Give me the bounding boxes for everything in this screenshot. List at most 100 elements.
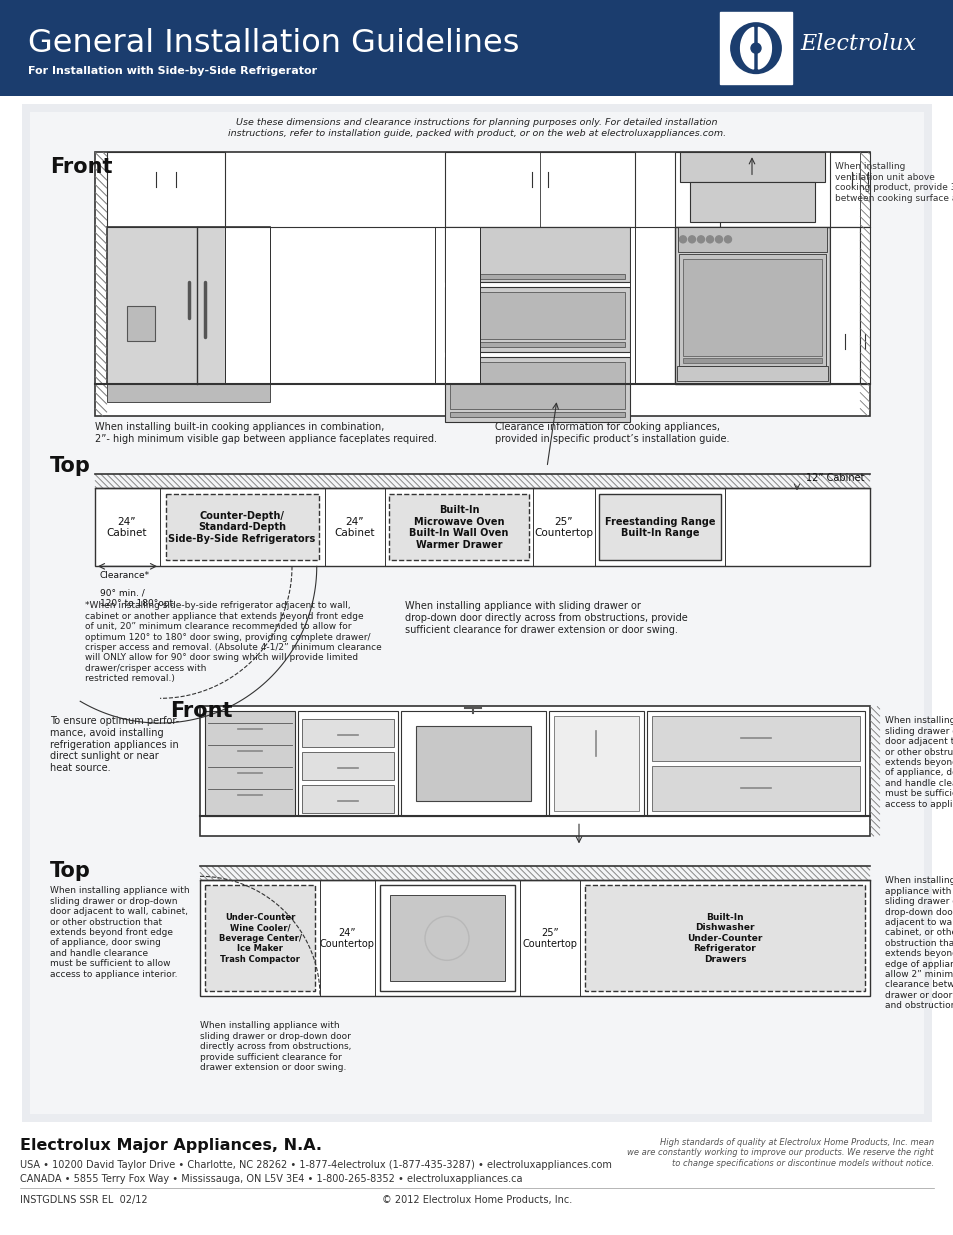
Bar bbox=[859, 227, 869, 384]
Bar bbox=[107, 152, 225, 227]
Text: 12” Cabinet: 12” Cabinet bbox=[805, 473, 864, 483]
Text: Under-Counter
Wine Cooler/
Beverage Center/
Ice Maker
Trash Compactor: Under-Counter Wine Cooler/ Beverage Cent… bbox=[218, 913, 301, 963]
Text: CANADA • 5855 Terry Fox Way • Mississauga, ON L5V 3E4 • 1-800-265-8352 • electro: CANADA • 5855 Terry Fox Way • Mississaug… bbox=[20, 1174, 522, 1184]
Circle shape bbox=[688, 236, 695, 243]
Bar bbox=[444, 227, 629, 283]
Bar bbox=[400, 711, 545, 816]
Bar bbox=[302, 785, 394, 814]
Text: 24”
Cabinet: 24” Cabinet bbox=[107, 516, 147, 538]
Bar bbox=[646, 711, 864, 816]
Circle shape bbox=[706, 236, 713, 243]
Text: When installing appliance with
sliding drawer or drop-down
door adjacent to wall: When installing appliance with sliding d… bbox=[50, 887, 190, 978]
Bar bbox=[450, 362, 624, 409]
Bar bbox=[651, 767, 859, 811]
Text: Built-In
Microwave Oven
Built-In Wall Oven
Warmer Drawer: Built-In Microwave Oven Built-In Wall Ov… bbox=[409, 505, 508, 550]
Bar bbox=[200, 706, 869, 836]
Bar bbox=[127, 306, 154, 341]
Circle shape bbox=[715, 236, 721, 243]
Bar bbox=[444, 357, 629, 422]
Bar bbox=[95, 152, 869, 416]
Bar bbox=[682, 358, 821, 363]
Text: Top: Top bbox=[50, 861, 91, 882]
Circle shape bbox=[697, 236, 703, 243]
Bar bbox=[677, 367, 827, 382]
Bar bbox=[225, 227, 270, 384]
Text: Clearance information for cooking appliances,
provided in specific product’s ins: Clearance information for cooking applia… bbox=[495, 422, 729, 443]
Bar bbox=[651, 716, 859, 761]
Text: Built-In
Dishwasher
Under-Counter
Refrigerator
Drawers: Built-In Dishwasher Under-Counter Refrig… bbox=[686, 913, 761, 963]
Bar bbox=[450, 412, 624, 417]
Bar bbox=[297, 711, 397, 816]
Bar bbox=[629, 227, 675, 384]
Text: Top: Top bbox=[50, 456, 91, 477]
Text: 25”
Countertop: 25” Countertop bbox=[534, 516, 593, 538]
Text: Use these dimensions and clearance instructions for planning purposes only. For : Use these dimensions and clearance instr… bbox=[228, 119, 725, 138]
Bar bbox=[598, 494, 720, 561]
Text: General Installation Guidelines: General Installation Guidelines bbox=[28, 28, 519, 59]
Bar bbox=[444, 227, 479, 384]
Text: 24”
Countertop: 24” Countertop bbox=[319, 927, 375, 950]
Bar bbox=[416, 726, 531, 802]
Bar bbox=[554, 716, 639, 811]
Text: 90° min. /
120° to 180°opt.: 90° min. / 120° to 180°opt. bbox=[100, 588, 175, 608]
Text: To ensure optimum perfor-
mance, avoid installing
refrigeration appliances in
di: To ensure optimum perfor- mance, avoid i… bbox=[50, 716, 179, 773]
Bar bbox=[95, 152, 107, 416]
Bar bbox=[379, 885, 515, 992]
Circle shape bbox=[723, 236, 731, 243]
Circle shape bbox=[727, 20, 783, 77]
Text: For Installation with Side-by-Side Refrigerator: For Installation with Side-by-Side Refri… bbox=[28, 67, 316, 77]
Bar bbox=[679, 152, 824, 183]
Text: Counter-Depth/
Standard-Depth
Side-By-Side Refrigerators: Counter-Depth/ Standard-Depth Side-By-Si… bbox=[168, 511, 315, 543]
Bar bbox=[450, 293, 624, 340]
Text: Electrolux: Electrolux bbox=[800, 33, 915, 56]
Bar bbox=[859, 152, 869, 416]
Text: When installing
ventilation unit above
cooking product, provide 30” to 36” clear: When installing ventilation unit above c… bbox=[834, 162, 953, 203]
Text: Electrolux Major Appliances, N.A.: Electrolux Major Appliances, N.A. bbox=[20, 1137, 322, 1153]
Polygon shape bbox=[758, 27, 771, 69]
Bar bbox=[869, 706, 879, 836]
Bar bbox=[444, 288, 629, 352]
Bar bbox=[107, 384, 270, 403]
Bar bbox=[829, 227, 859, 384]
Bar bbox=[205, 885, 314, 992]
Bar bbox=[675, 227, 829, 384]
Text: Freestanding Range
Built-In Range: Freestanding Range Built-In Range bbox=[604, 516, 715, 538]
Text: When installing
appliance with
sliding drawer or
drop-down door
adjacent to wall: When installing appliance with sliding d… bbox=[884, 877, 953, 1010]
Text: *When installing side-by-side refrigerator adjacent to wall,
cabinet or another : *When installing side-by-side refrigerat… bbox=[85, 601, 381, 683]
Bar bbox=[389, 494, 529, 561]
Text: 25”
Countertop: 25” Countertop bbox=[522, 927, 577, 950]
Bar bbox=[584, 885, 864, 992]
Bar bbox=[166, 494, 318, 561]
Text: When installing appliance with
sliding drawer or drop-down
door adjacent to wall: When installing appliance with sliding d… bbox=[884, 716, 953, 809]
Bar bbox=[450, 274, 624, 279]
Text: High standards of quality at Electrolux Home Products, Inc. mean
we are constant: High standards of quality at Electrolux … bbox=[627, 1137, 933, 1168]
Bar bbox=[302, 752, 394, 781]
Bar bbox=[682, 259, 821, 357]
Text: Front: Front bbox=[50, 157, 112, 178]
Bar bbox=[689, 183, 814, 222]
Text: 24”
Cabinet: 24” Cabinet bbox=[335, 516, 375, 538]
Bar bbox=[200, 866, 869, 881]
Bar bbox=[107, 227, 270, 384]
Bar bbox=[829, 152, 869, 227]
Text: Clearance*: Clearance* bbox=[100, 572, 150, 580]
Text: USA • 10200 David Taylor Drive • Charlotte, NC 28262 • 1-877-4electrolux (1-877-: USA • 10200 David Taylor Drive • Charlot… bbox=[20, 1160, 611, 1170]
Text: © 2012 Electrolux Home Products, Inc.: © 2012 Electrolux Home Products, Inc. bbox=[381, 1195, 572, 1205]
Text: When installing built-in cooking appliances in combination,
2”- high minimum vis: When installing built-in cooking applian… bbox=[95, 422, 436, 443]
Bar bbox=[548, 711, 643, 816]
Text: Front: Front bbox=[170, 701, 233, 721]
Bar bbox=[302, 719, 394, 747]
Bar bbox=[679, 254, 825, 367]
Bar bbox=[205, 711, 294, 816]
Text: When installing appliance with
sliding drawer or drop-down door
directly across : When installing appliance with sliding d… bbox=[200, 1021, 351, 1072]
Bar bbox=[450, 342, 624, 347]
Circle shape bbox=[679, 236, 686, 243]
Text: When installing appliance with sliding drawer or
drop-down door directly across : When installing appliance with sliding d… bbox=[405, 601, 687, 635]
Bar bbox=[675, 152, 720, 227]
Text: INSTGDLNS SSR EL  02/12: INSTGDLNS SSR EL 02/12 bbox=[20, 1195, 148, 1205]
Bar bbox=[390, 895, 504, 982]
Bar bbox=[720, 12, 791, 84]
Circle shape bbox=[750, 43, 760, 53]
Bar bbox=[444, 152, 635, 227]
Bar bbox=[95, 488, 869, 567]
